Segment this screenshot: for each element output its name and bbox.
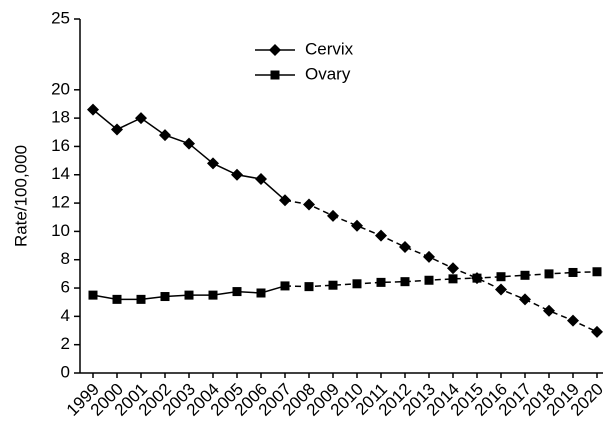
y-tick-label: 4	[61, 306, 70, 325]
legend-label: Cervix	[305, 39, 354, 58]
legend-marker	[269, 44, 281, 56]
data-point	[519, 293, 531, 306]
y-tick-label: 18	[51, 108, 70, 127]
data-point	[160, 292, 170, 302]
data-point	[87, 103, 99, 116]
data-point	[400, 277, 410, 287]
data-point	[520, 270, 530, 280]
data-point	[591, 325, 603, 338]
y-tick-label: 14	[51, 164, 70, 183]
data-point	[280, 281, 290, 291]
data-point	[256, 288, 266, 298]
data-point	[208, 290, 218, 300]
data-point	[112, 294, 122, 304]
y-tick-label: 8	[61, 249, 70, 268]
data-point	[135, 112, 147, 125]
y-tick-label: 6	[61, 278, 70, 297]
data-point	[568, 267, 578, 277]
data-point	[376, 277, 386, 287]
legend-label: Ovary	[305, 64, 351, 83]
data-point	[304, 282, 314, 292]
data-point	[472, 273, 482, 283]
data-point	[327, 209, 339, 222]
data-point	[592, 267, 602, 277]
data-point	[255, 173, 267, 186]
data-point	[423, 250, 435, 263]
data-point	[303, 198, 315, 211]
data-point	[496, 272, 506, 282]
data-point	[351, 219, 363, 232]
data-point	[495, 283, 507, 296]
data-point	[88, 290, 98, 300]
y-tick-label: 10	[51, 221, 70, 240]
data-point	[111, 123, 123, 136]
data-point	[375, 229, 387, 242]
y-axis-label: Rate/100,000	[11, 145, 30, 247]
data-point	[399, 240, 411, 253]
data-point	[544, 269, 554, 279]
data-point	[184, 290, 194, 300]
y-tick-label: 2	[61, 334, 70, 353]
data-point	[447, 262, 459, 275]
y-tick-label: 20	[51, 79, 70, 98]
y-tick-label: 0	[61, 362, 70, 381]
data-point	[352, 279, 362, 289]
data-point	[448, 274, 458, 284]
data-point	[207, 157, 219, 170]
data-point	[231, 168, 243, 181]
data-point	[424, 275, 434, 285]
data-point	[279, 194, 291, 207]
data-point	[232, 287, 242, 297]
data-point	[159, 129, 171, 142]
y-tick-label: 12	[51, 193, 70, 212]
data-point	[543, 304, 555, 317]
data-point	[567, 314, 579, 327]
data-point	[136, 294, 146, 304]
legend-marker	[270, 70, 280, 80]
y-tick-label: 25	[51, 8, 70, 27]
y-tick-label: 16	[51, 136, 70, 155]
data-point	[328, 280, 338, 290]
data-point	[183, 137, 195, 150]
series-line	[92, 109, 286, 201]
